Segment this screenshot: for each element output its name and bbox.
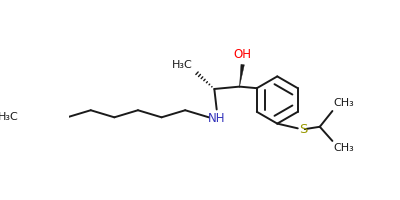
Text: S: S bbox=[299, 123, 308, 136]
Polygon shape bbox=[240, 64, 244, 87]
Text: H₃C: H₃C bbox=[0, 112, 18, 122]
Text: OH: OH bbox=[234, 48, 252, 61]
Text: CH₃: CH₃ bbox=[333, 98, 354, 108]
Text: CH₃: CH₃ bbox=[333, 143, 354, 153]
Text: H₃C: H₃C bbox=[172, 60, 193, 70]
Text: NH: NH bbox=[208, 112, 226, 125]
